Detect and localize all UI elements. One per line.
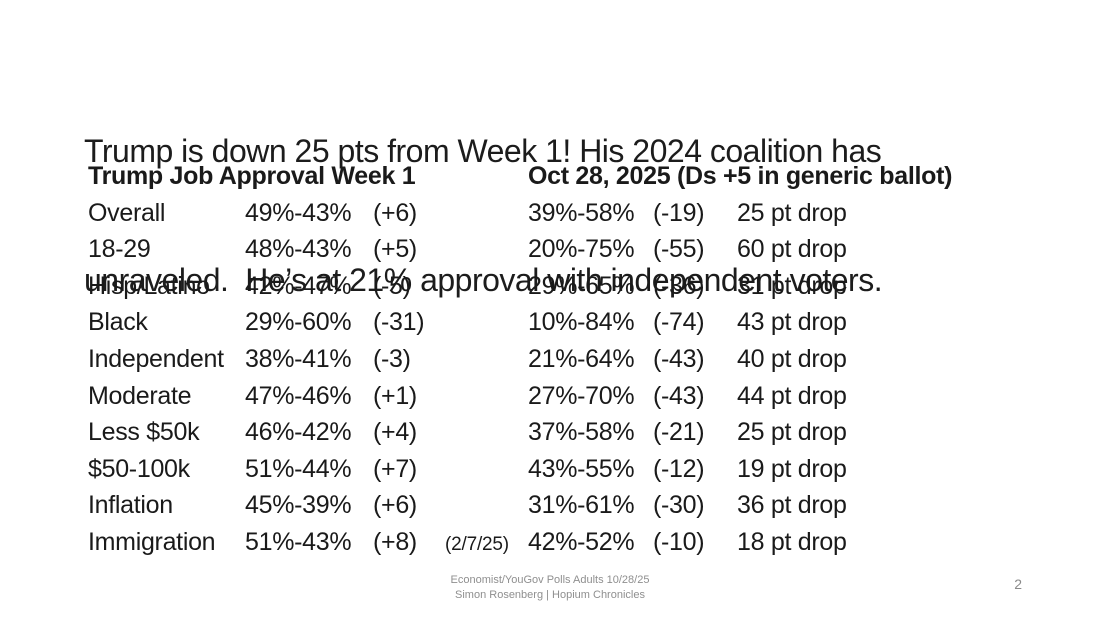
pt-drop-value: 40 pt drop bbox=[737, 344, 847, 373]
row-label: Hisp/Latino bbox=[88, 271, 210, 300]
oct28-approval-value: 29%-65% bbox=[528, 271, 635, 300]
week1-approval-value: 51%-44% bbox=[245, 454, 352, 483]
pt-drop-value: 19 pt drop bbox=[737, 454, 847, 483]
week1-net-value: (+6) bbox=[373, 491, 417, 520]
approval-table: Trump Job Approval Week 1 Oct 28, 2025 (… bbox=[88, 158, 1018, 561]
slide-title-line-1: Trump is down 25 pts from Week 1! His 20… bbox=[84, 133, 882, 169]
table-row: Immigration 51%-43% (+8) (2/7/25) 42%-52… bbox=[88, 524, 1018, 561]
week1-net-value: (+5) bbox=[373, 235, 417, 264]
oct28-approval-value: 10%-84% bbox=[528, 308, 635, 337]
pt-drop-value: 36 pt drop bbox=[737, 491, 847, 520]
week1-net-value: (-31) bbox=[373, 308, 425, 337]
oct28-approval-value: 31%-61% bbox=[528, 491, 635, 520]
week1-approval-value: 29%-60% bbox=[245, 308, 352, 337]
oct28-column-header: Oct 28, 2025 (Ds +5 in generic ballot) bbox=[528, 162, 953, 190]
poll-date-note: (2/7/25) bbox=[445, 533, 509, 555]
week1-approval-value: 48%-43% bbox=[245, 235, 352, 264]
week1-net-value: (-3) bbox=[373, 344, 411, 373]
oct28-approval-value: 43%-55% bbox=[528, 454, 635, 483]
table-row: Less $50k 46%-42% (+4) 37%-58% (-21) 25 … bbox=[88, 414, 1018, 451]
table-row: Overall 49%-43% (+6) 39%-58% (-19) 25 pt… bbox=[88, 195, 1018, 232]
pt-drop-value: 44 pt drop bbox=[737, 381, 847, 410]
oct28-net-value: (-10) bbox=[653, 527, 705, 556]
table-row: Hisp/Latino 42%-47% (-5) 29%-65% (-36) 3… bbox=[88, 268, 1018, 305]
row-label: Black bbox=[88, 308, 148, 337]
week1-net-value: (+8) bbox=[373, 527, 417, 556]
row-label: Overall bbox=[88, 198, 166, 227]
oct28-approval-value: 21%-64% bbox=[528, 344, 635, 373]
week1-column-header: Trump Job Approval Week 1 bbox=[88, 162, 416, 190]
pt-drop-value: 25 pt drop bbox=[737, 418, 847, 447]
oct28-approval-value: 39%-58% bbox=[528, 198, 635, 227]
footer-source: Economist/YouGov Polls Adults 10/28/25 S… bbox=[0, 573, 1100, 603]
pt-drop-value: 18 pt drop bbox=[737, 527, 847, 556]
table-row: Moderate 47%-46% (+1) 27%-70% (-43) 44 p… bbox=[88, 378, 1018, 415]
row-label: Inflation bbox=[88, 491, 173, 520]
week1-approval-value: 51%-43% bbox=[245, 527, 352, 556]
row-label: 18-29 bbox=[88, 235, 151, 264]
pt-drop-value: 31 pt drop bbox=[737, 271, 847, 300]
pt-drop-value: 25 pt drop bbox=[737, 198, 847, 227]
approval-table-rows: Overall 49%-43% (+6) 39%-58% (-19) 25 pt… bbox=[88, 195, 1018, 561]
table-header-row: Trump Job Approval Week 1 Oct 28, 2025 (… bbox=[88, 158, 1018, 195]
table-row: Black 29%-60% (-31) 10%-84% (-74) 43 pt … bbox=[88, 304, 1018, 341]
footer-source-line-1: Economist/YouGov Polls Adults 10/28/25 bbox=[450, 574, 650, 586]
oct28-net-value: (-43) bbox=[653, 381, 705, 410]
week1-net-value: (+1) bbox=[373, 381, 417, 410]
page-number: 2 bbox=[1014, 576, 1022, 592]
oct28-approval-value: 20%-75% bbox=[528, 235, 635, 264]
slide-title-line-2: unraveled. He’s at 21% approval with ind… bbox=[84, 262, 883, 298]
week1-net-value: (+4) bbox=[373, 418, 417, 447]
oct28-net-value: (-74) bbox=[653, 308, 705, 337]
week1-net-value: (+6) bbox=[373, 198, 417, 227]
row-label: Less $50k bbox=[88, 418, 200, 447]
pt-drop-value: 60 pt drop bbox=[737, 235, 847, 264]
table-row: 18-29 48%-43% (+5) 20%-75% (-55) 60 pt d… bbox=[88, 231, 1018, 268]
week1-approval-value: 49%-43% bbox=[245, 198, 352, 227]
week1-approval-value: 47%-46% bbox=[245, 381, 352, 410]
table-row: $50-100k 51%-44% (+7) 43%-55% (-12) 19 p… bbox=[88, 451, 1018, 488]
row-label: Moderate bbox=[88, 381, 192, 410]
oct28-net-value: (-21) bbox=[653, 418, 705, 447]
oct28-net-value: (-19) bbox=[653, 198, 705, 227]
week1-approval-value: 42%-47% bbox=[245, 271, 352, 300]
week1-approval-value: 46%-42% bbox=[245, 418, 352, 447]
week1-net-value: (+7) bbox=[373, 454, 417, 483]
oct28-approval-value: 27%-70% bbox=[528, 381, 635, 410]
week1-approval-value: 45%-39% bbox=[245, 491, 352, 520]
pt-drop-value: 43 pt drop bbox=[737, 308, 847, 337]
row-label: $50-100k bbox=[88, 454, 190, 483]
table-row: Independent 38%-41% (-3) 21%-64% (-43) 4… bbox=[88, 341, 1018, 378]
oct28-net-value: (-43) bbox=[653, 344, 705, 373]
oct28-net-value: (-30) bbox=[653, 491, 705, 520]
week1-approval-value: 38%-41% bbox=[245, 344, 352, 373]
week1-net-value: (-5) bbox=[373, 271, 411, 300]
oct28-net-value: (-36) bbox=[653, 271, 705, 300]
footer-source-line-2: Simon Rosenberg | Hopium Chronicles bbox=[455, 589, 645, 601]
oct28-approval-value: 37%-58% bbox=[528, 418, 635, 447]
row-label: Independent bbox=[88, 344, 224, 373]
oct28-net-value: (-55) bbox=[653, 235, 705, 264]
row-label: Immigration bbox=[88, 527, 216, 556]
slide-title: Trump is down 25 pts from Week 1! His 20… bbox=[84, 44, 1044, 388]
oct28-approval-value: 42%-52% bbox=[528, 527, 635, 556]
oct28-net-value: (-12) bbox=[653, 454, 705, 483]
table-row: Inflation 45%-39% (+6) 31%-61% (-30) 36 … bbox=[88, 487, 1018, 524]
